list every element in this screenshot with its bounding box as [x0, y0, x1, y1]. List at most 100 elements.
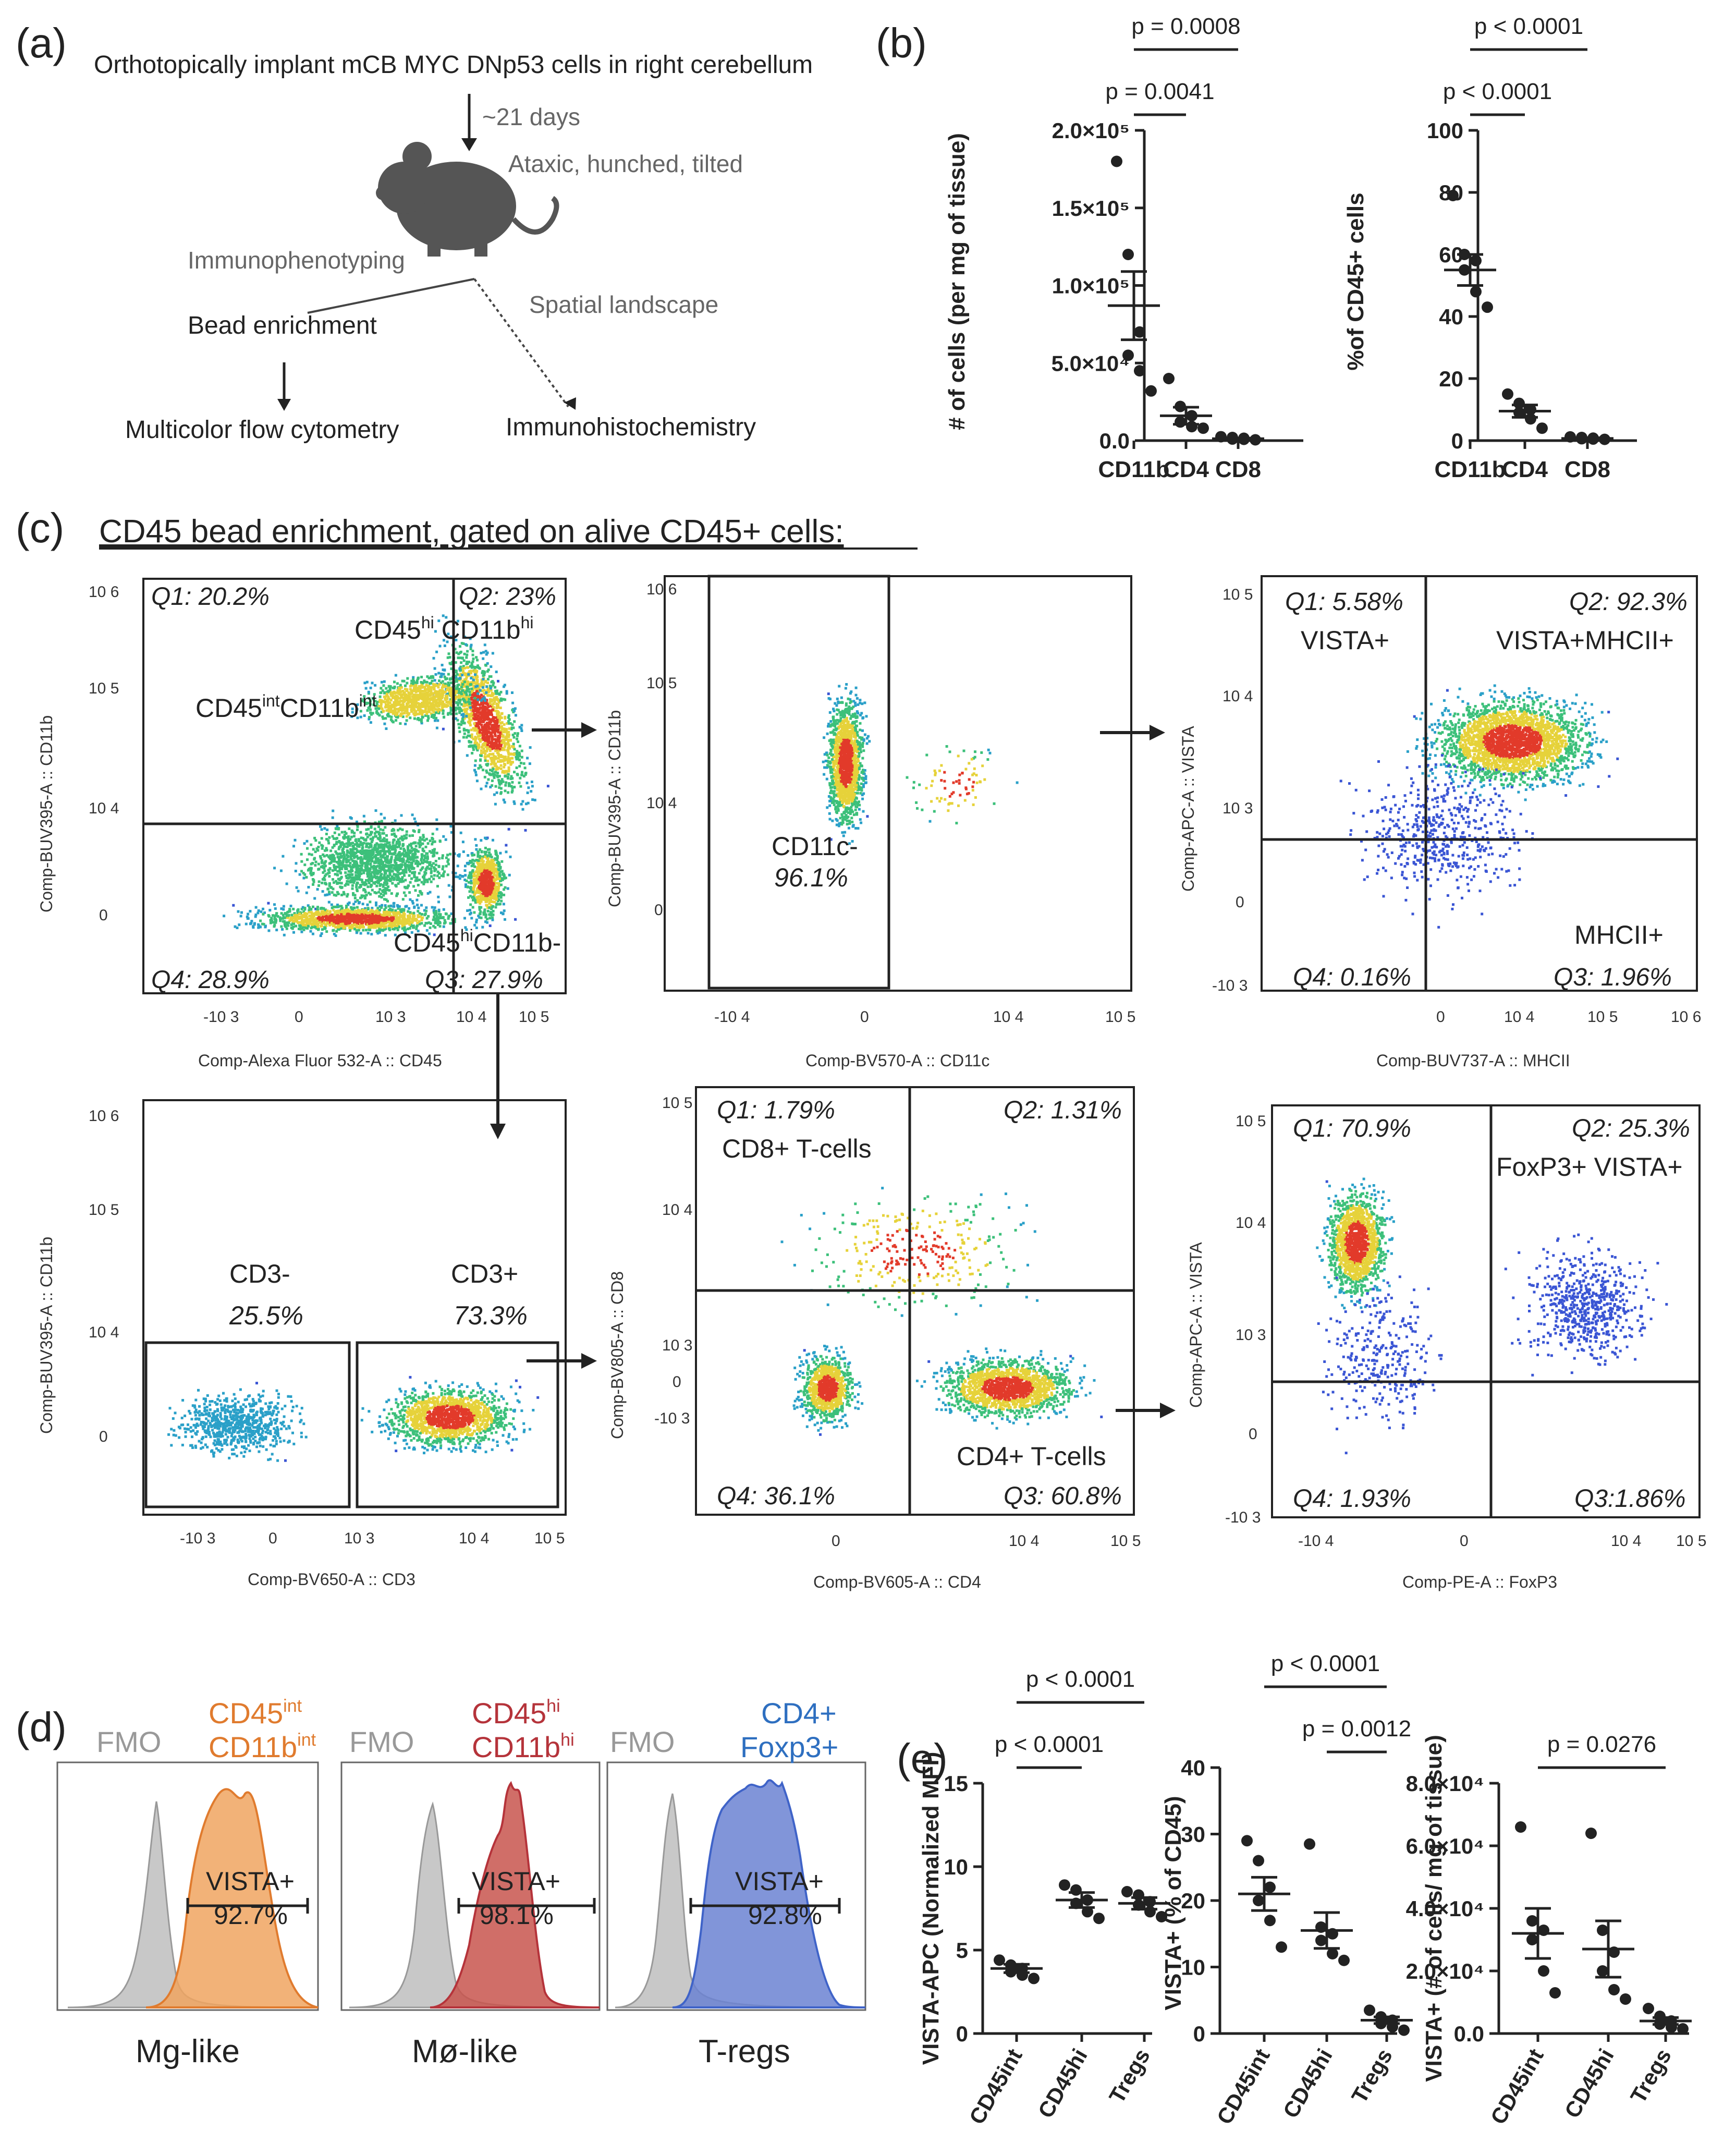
density-point [402, 929, 406, 932]
density-point [312, 915, 315, 917]
density-point [335, 916, 338, 919]
density-point [327, 900, 331, 904]
density-point [433, 916, 435, 919]
density-point [361, 864, 364, 867]
density-point [390, 857, 393, 860]
density-point [253, 923, 256, 926]
density-point [402, 847, 406, 850]
density-point [412, 697, 415, 700]
density-point [469, 648, 472, 651]
density-point [396, 682, 399, 685]
density-point [365, 868, 369, 871]
density-point [365, 915, 369, 918]
density-point [344, 884, 347, 887]
density-point [501, 878, 504, 881]
density-point [332, 905, 335, 908]
density-point [461, 667, 464, 670]
density-point [445, 677, 448, 680]
density-point [488, 713, 492, 716]
density-point [351, 850, 353, 853]
density-point [415, 859, 418, 862]
density-point [371, 838, 374, 842]
density-point [400, 879, 404, 882]
density-point [480, 765, 483, 769]
density-point [424, 845, 427, 848]
density-point [331, 906, 334, 909]
density-point [417, 702, 420, 705]
density-point [261, 922, 264, 926]
density-point [397, 868, 400, 871]
density-point [285, 921, 288, 924]
density-point [487, 668, 490, 672]
density-point [305, 891, 308, 894]
density-point [419, 705, 422, 708]
density-point [409, 844, 412, 847]
density-point [425, 698, 429, 701]
density-point [387, 865, 389, 868]
density-point [484, 759, 487, 762]
density-point [371, 876, 374, 879]
density-point [340, 841, 344, 844]
density-point [380, 860, 383, 863]
density-point [507, 746, 510, 749]
panel-label-c: (c) [16, 505, 64, 551]
density-point [475, 744, 479, 747]
density-point [446, 688, 449, 691]
density-point [414, 699, 417, 702]
density-point [324, 874, 327, 878]
density-point [498, 775, 501, 778]
density-point [377, 919, 381, 922]
density-point [416, 688, 419, 691]
density-point [356, 862, 359, 865]
density-point [359, 849, 362, 853]
density-point [473, 702, 476, 705]
density-point [404, 879, 407, 882]
density-point [363, 714, 366, 717]
density-point [515, 756, 518, 759]
density-point [514, 707, 517, 710]
density-point [369, 837, 372, 841]
density-point [376, 853, 380, 856]
density-point [461, 657, 464, 660]
density-point [396, 916, 399, 919]
density-point [297, 908, 300, 911]
density-point [306, 858, 309, 861]
density-point [413, 817, 416, 820]
density-point [345, 864, 348, 867]
density-point [381, 689, 384, 692]
density-point [426, 719, 429, 722]
density-point [320, 844, 323, 847]
density-point [315, 917, 318, 920]
density-point [413, 684, 416, 687]
density-point [426, 856, 429, 859]
density-point [418, 830, 420, 833]
density-point [385, 913, 388, 916]
density-point [458, 730, 461, 733]
density-point [478, 908, 481, 911]
density-point [470, 733, 473, 736]
density-point [460, 687, 463, 690]
density-point [370, 933, 373, 936]
density-point [486, 745, 489, 748]
density-point [447, 917, 450, 920]
density-point [335, 894, 338, 897]
density-point [378, 905, 382, 908]
density-point [504, 784, 507, 787]
density-point [437, 900, 440, 904]
density-point [518, 752, 521, 756]
density-point [475, 780, 479, 783]
density-point [343, 893, 346, 896]
density-point [531, 785, 534, 788]
density-point [389, 690, 392, 693]
density-point [342, 910, 345, 914]
density-point [407, 694, 410, 697]
density-point [500, 778, 504, 781]
density-point [370, 879, 373, 882]
density-point [401, 712, 404, 715]
density-point [334, 873, 337, 876]
density-point [503, 741, 506, 744]
density-point [363, 855, 366, 858]
density-point [299, 924, 302, 927]
density-point [303, 907, 307, 910]
density-point [469, 724, 472, 727]
